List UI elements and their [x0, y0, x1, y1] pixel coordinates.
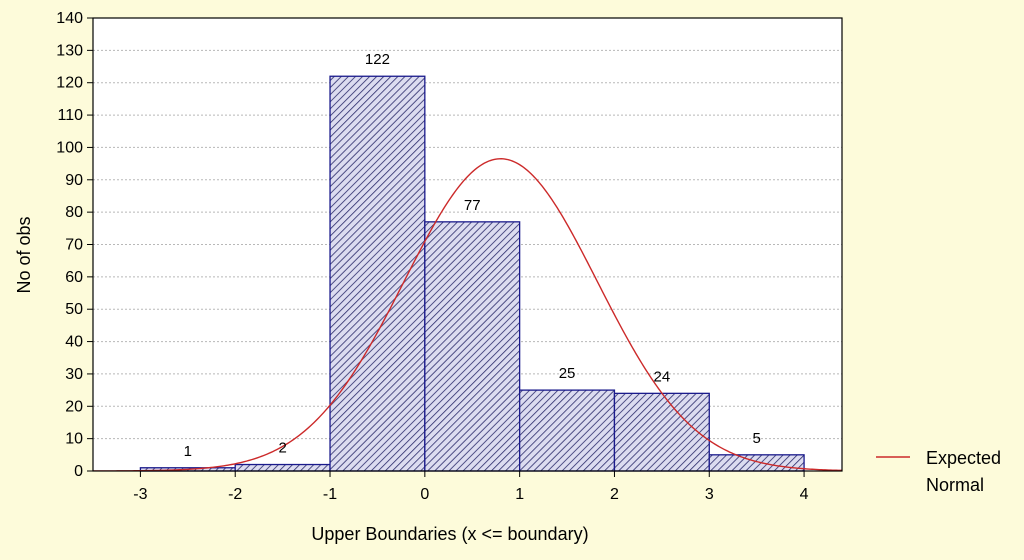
x-tick-label: 2: [610, 486, 619, 503]
bar-value-label: 24: [654, 368, 671, 385]
y-tick-label: 130: [56, 42, 83, 59]
y-tick-label: 70: [65, 237, 83, 254]
legend-label-line1: Expected: [926, 448, 1001, 468]
y-tick-label: 140: [56, 10, 83, 27]
bar-value-label: 2: [278, 440, 286, 457]
y-tick-label: 90: [65, 172, 83, 189]
bar-value-label: 5: [752, 430, 760, 447]
bar-value-label: 25: [559, 365, 576, 382]
normal-curve-layer: [93, 158, 842, 471]
bar-value-label: 122: [365, 51, 390, 68]
x-tick-label: 4: [800, 486, 809, 503]
histogram-bar: [329, 75, 426, 472]
histogram-bar: [424, 221, 521, 472]
y-tick-label: 60: [65, 269, 83, 286]
y-tick-label: 120: [56, 75, 83, 92]
y-tick-label: 40: [65, 334, 83, 351]
histogram-bar: [613, 392, 710, 472]
y-tick-label: 110: [57, 107, 83, 124]
y-axis-title: No of obs: [14, 216, 34, 293]
bar-value-labels: 1 2 122 77 25 24 5: [184, 51, 761, 460]
y-tick-label: 10: [65, 431, 83, 448]
bar-value-label: 1: [184, 443, 192, 460]
legend: Expected Normal: [876, 448, 1001, 495]
histogram-bar: [234, 463, 331, 472]
x-tick-label: -1: [323, 486, 337, 503]
y-axis: 0 10 20 30 40 50 60 70 80 90 100 110 120 130 140: [56, 10, 93, 480]
y-tick-label: 30: [65, 366, 83, 383]
y-tick-label: 80: [65, 204, 83, 221]
x-tick-label: 1: [515, 486, 524, 503]
bar-value-label: 77: [464, 197, 481, 214]
gridlines: [93, 49, 842, 440]
x-tick-label: 3: [705, 486, 714, 503]
histogram-bar: [708, 454, 805, 472]
x-tick-label: -3: [133, 486, 147, 503]
histogram-bar: [518, 389, 616, 472]
y-tick-label: 50: [65, 301, 83, 318]
y-tick-label: 100: [56, 139, 83, 156]
y-tick-label: 0: [74, 463, 83, 480]
x-tick-label: 0: [420, 486, 429, 503]
x-axis-title: Upper Boundaries (x <= boundary): [311, 524, 588, 544]
histogram-bars: [139, 75, 805, 472]
expected-normal-curve: [93, 158, 842, 471]
x-axis: -3 -2 -1 0 1 2 3 4: [133, 471, 809, 503]
y-tick-label: 20: [65, 398, 83, 415]
legend-label-line2: Normal: [926, 475, 984, 495]
x-tick-label: -2: [228, 486, 242, 503]
